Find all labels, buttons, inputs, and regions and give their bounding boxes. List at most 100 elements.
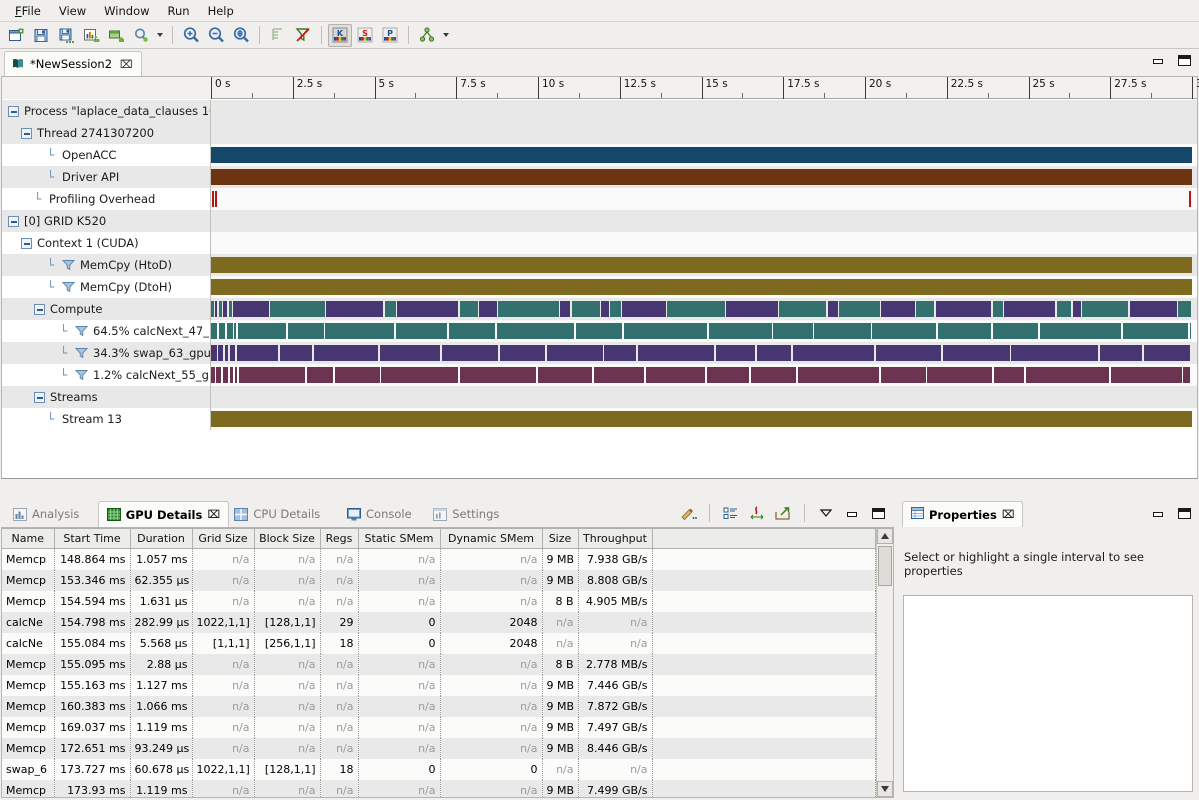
export-chart-icon[interactable] xyxy=(79,24,103,47)
minimize-icon[interactable] xyxy=(1148,503,1168,523)
table-row[interactable]: Memcp 155.163 ms 1.127 ms n/a n/a n/a n/a n/a 9 … xyxy=(2,674,876,696)
timeline-lane[interactable] xyxy=(211,210,1197,232)
find-dropdown-arrow-icon[interactable] xyxy=(154,24,166,47)
measure-icon[interactable] xyxy=(747,503,767,523)
dependency-dropdown-arrow-icon[interactable] xyxy=(440,24,452,47)
process-view-icon[interactable]: P xyxy=(378,24,402,47)
calcnext-55-interval[interactable] xyxy=(927,367,993,383)
timeline-row[interactable]: └ Stream 13 xyxy=(2,408,1197,430)
calcnext-47-interval[interactable] xyxy=(624,323,708,339)
calcnext-55-interval[interactable] xyxy=(223,367,229,383)
timeline-row[interactable]: └ Driver API xyxy=(2,166,1197,188)
column-header-block-size[interactable]: Block Size xyxy=(254,528,321,549)
tree-item-memcpy-dtoh[interactable]: └ MemCpy (DtoH) xyxy=(2,276,211,298)
expander-icon[interactable] xyxy=(8,215,19,227)
calcnext-47-interval[interactable] xyxy=(287,323,324,339)
timeline-lane[interactable] xyxy=(211,276,1197,298)
timeline-lane[interactable] xyxy=(211,232,1197,254)
compute-interval[interactable] xyxy=(222,301,228,317)
timeline-lane[interactable] xyxy=(211,254,1197,276)
memcpy-interval[interactable] xyxy=(211,279,1192,295)
calcnext-47-interval[interactable] xyxy=(773,323,813,339)
list-properties-icon[interactable] xyxy=(721,503,741,523)
tree-item-profiling-overhead[interactable]: └ Profiling Overhead xyxy=(2,188,211,210)
save-icon[interactable] xyxy=(29,24,53,47)
zoom-out-icon[interactable] xyxy=(204,24,228,47)
export-csv-icon[interactable] xyxy=(773,503,793,523)
compute-interval[interactable] xyxy=(600,301,610,317)
calcnext-55-interval[interactable] xyxy=(881,367,926,383)
dependency-icon[interactable] xyxy=(415,24,439,47)
table-row[interactable]: Memcp 153.346 ms 62.355 µs n/a n/a n/a n/a n/a 9… xyxy=(2,569,876,591)
menu-item-view[interactable]: View xyxy=(58,3,87,18)
close-icon[interactable]: ⌧ xyxy=(120,57,133,71)
calcnext-47-interval[interactable] xyxy=(496,323,575,339)
maximize-icon[interactable] xyxy=(1174,503,1194,523)
maximize-icon[interactable] xyxy=(1178,55,1191,66)
compute-interval[interactable] xyxy=(211,301,215,317)
timeline-row[interactable]: └ MemCpy (DtoH) xyxy=(2,276,1197,298)
compute-interval[interactable] xyxy=(881,301,916,317)
column-header-duration[interactable]: Duration xyxy=(130,528,193,549)
timeline-row[interactable]: └ 1.2% calcNext_55_g... xyxy=(2,364,1197,386)
calcnext-47-interval[interactable] xyxy=(992,323,1039,339)
calcnext-47-interval[interactable] xyxy=(449,323,495,339)
calcnext-47-interval[interactable] xyxy=(237,323,286,339)
calcnext-55-interval[interactable] xyxy=(381,367,459,383)
timeline-lane[interactable] xyxy=(211,100,1197,122)
compute-interval[interactable] xyxy=(459,301,478,317)
stream-view-icon[interactable]: S xyxy=(353,24,377,47)
expander-icon[interactable] xyxy=(21,237,32,249)
column-header-dynamic-smem[interactable]: Dynamic SMem xyxy=(440,528,543,549)
find-icon[interactable] xyxy=(129,24,153,47)
column-header-grid-size[interactable]: Grid Size xyxy=(192,528,255,549)
timeline-lane[interactable] xyxy=(211,408,1197,430)
swap-63-interval[interactable] xyxy=(875,345,942,361)
timeline-row[interactable]: Thread 2741307200 xyxy=(2,122,1197,144)
compute-interval[interactable] xyxy=(667,301,726,317)
zoom-fit-icon[interactable] xyxy=(229,24,253,47)
calcnext-55-interval[interactable] xyxy=(238,367,306,383)
compute-interval[interactable] xyxy=(571,301,600,317)
timeline-lane[interactable] xyxy=(211,144,1197,166)
compute-interval[interactable] xyxy=(610,301,622,317)
calcnext-47-interval[interactable] xyxy=(1122,323,1189,339)
expander-icon[interactable] xyxy=(8,105,19,117)
swap-63-interval[interactable] xyxy=(442,345,498,361)
column-header-blank[interactable] xyxy=(652,528,876,549)
calcnext-55-interval[interactable] xyxy=(537,367,592,383)
calcnext-55-interval[interactable] xyxy=(706,367,750,383)
compute-interval[interactable] xyxy=(622,301,667,317)
compute-interval[interactable] xyxy=(726,301,778,317)
compute-interval[interactable] xyxy=(778,301,827,317)
column-header-start-time[interactable]: Start Time xyxy=(54,528,131,549)
table-row[interactable]: calcNe 155.084 ms 5.568 µs [1,1,1] [256,1,1]… xyxy=(2,632,876,654)
session-tab[interactable]: *NewSession2 ⌧ xyxy=(4,51,142,76)
swap-63-interval[interactable] xyxy=(313,345,379,361)
calcnext-47-interval[interactable] xyxy=(814,323,871,339)
filter-funnel-icon[interactable] xyxy=(62,259,76,271)
compute-interval[interactable] xyxy=(1178,301,1191,317)
swap-63-interval[interactable] xyxy=(715,345,755,361)
compute-interval[interactable] xyxy=(218,301,222,317)
menu-item-run[interactable]: Run xyxy=(167,3,190,18)
timeline-row[interactable]: └ 34.3% swap_63_gpu xyxy=(2,342,1197,364)
minimize-icon[interactable] xyxy=(842,503,862,523)
filter-funnel-icon[interactable] xyxy=(62,281,76,293)
compute-interval[interactable] xyxy=(228,301,233,317)
tab-analysis[interactable]: Analysis xyxy=(5,501,87,527)
timeline-lane[interactable] xyxy=(211,122,1197,144)
filter-funnel-icon[interactable] xyxy=(75,369,89,381)
swap-63-interval[interactable] xyxy=(499,345,546,361)
calcnext-55-interval[interactable] xyxy=(593,367,644,383)
compute-interval[interactable] xyxy=(1129,301,1177,317)
timeline-row[interactable]: └ MemCpy (HtoD) xyxy=(2,254,1197,276)
ruler-icon[interactable] xyxy=(266,24,290,47)
table-vertical-scrollbar[interactable] xyxy=(876,528,893,797)
minimize-icon[interactable] xyxy=(1152,55,1164,65)
table-row[interactable]: Memcp 173.93 ms 1.119 ms n/a n/a n/a n/a n/a 9 M… xyxy=(2,779,876,797)
calcnext-47-interval[interactable] xyxy=(226,323,233,339)
calcnext-55-interval[interactable] xyxy=(645,367,705,383)
swap-63-interval[interactable] xyxy=(224,345,229,361)
overhead-interval[interactable] xyxy=(211,191,214,207)
